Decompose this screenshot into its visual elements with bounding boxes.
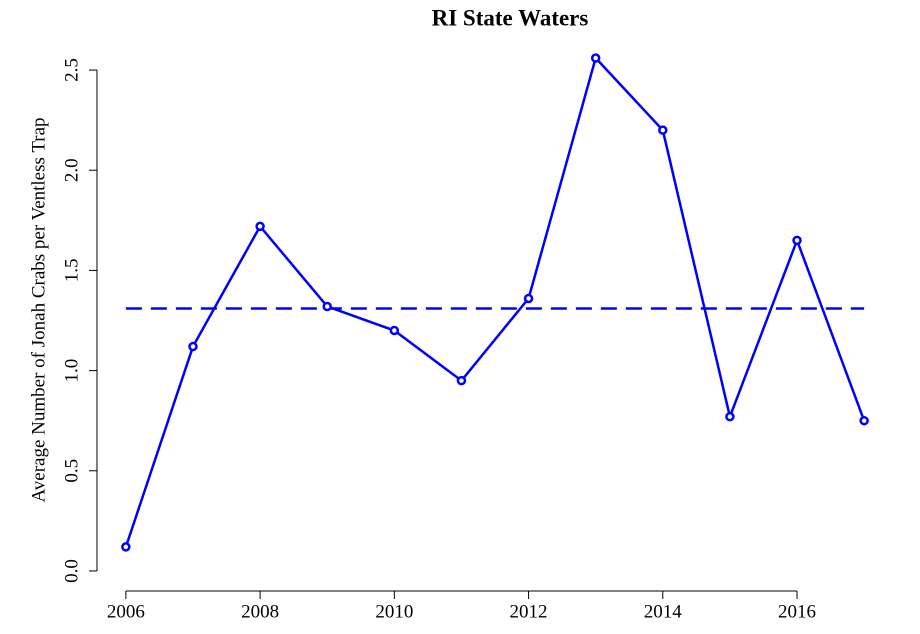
data-point [121, 542, 131, 552]
data-point [322, 301, 332, 312]
data-point [658, 125, 668, 135]
data-point [188, 341, 198, 352]
y-tick-label: 2.0 [61, 158, 82, 182]
y-axis-label: Average Number of Jonah Crabs per Ventle… [28, 117, 49, 502]
y-tick-label: 2.5 [61, 58, 82, 82]
x-tick-label: 2012 [510, 601, 548, 622]
y-tick-label: 0.0 [61, 559, 82, 583]
data-point [255, 221, 265, 232]
data-point [725, 411, 735, 422]
x-tick-label: 2006 [107, 601, 145, 622]
series-line [124, 55, 866, 548]
y-tick-label: 0.5 [61, 459, 82, 483]
data-point [523, 293, 534, 304]
y-tick-label: 1.0 [61, 359, 82, 383]
x-tick-label: 2008 [241, 601, 279, 622]
chart-title: RI State Waters [432, 5, 589, 30]
y-tick-label: 1.5 [61, 259, 82, 283]
x-tick-label: 2014 [644, 601, 683, 622]
data-point [456, 375, 467, 386]
x-tick-label: 2016 [778, 601, 816, 622]
data-point [792, 235, 802, 246]
data-point [859, 415, 869, 426]
data-point [389, 325, 400, 336]
x-tick-label: 2010 [375, 601, 413, 622]
data-point [590, 53, 601, 63]
